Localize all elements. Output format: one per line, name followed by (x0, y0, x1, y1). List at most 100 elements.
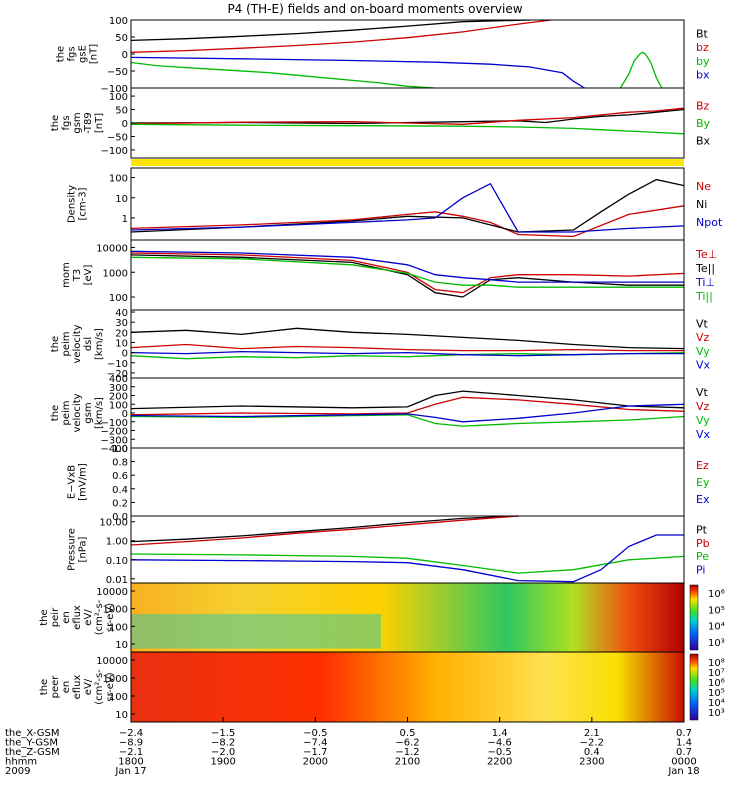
legend-entry: By (696, 117, 711, 130)
colorbar-label: 10⁶ (708, 678, 725, 689)
ylabel-line: [mV/m] (78, 463, 89, 501)
xaxis-value: −7.4 (303, 738, 327, 749)
tick-label: −400 (101, 444, 128, 455)
series-line-3 (130, 350, 684, 357)
ylabel-line: peir (50, 607, 61, 627)
ylabel-line: the (39, 609, 50, 625)
xaxis-value: −4.6 (488, 738, 512, 749)
tick-label: −50 (107, 132, 128, 143)
colorbar (689, 653, 699, 721)
tick-label: 30 (115, 318, 128, 329)
tick-label: 400 (109, 374, 128, 385)
legend-entry: Ti⊥ (695, 276, 715, 289)
panel-frame (130, 309, 685, 379)
series-line-1 (130, 515, 519, 546)
ylabel-line: the (56, 46, 67, 62)
ylabel-line: the (50, 115, 61, 131)
xaxis-row-label: the_Y-GSM (5, 738, 58, 749)
tick-label: 0.6 (112, 471, 128, 482)
x-axis-block: the_X-GSMthe_Y-GSMthe_Z-GSMhhmm2009−2.4−… (5, 717, 700, 777)
ylabel-line: eV/ (83, 678, 94, 695)
legend-entry: Vt (696, 386, 709, 399)
panel-ylabel: thepeerenefluxeV/(cm²-s-sr-eV) (39, 669, 116, 705)
legend-entry: by (696, 55, 710, 68)
colorbar-label: 10³ (708, 638, 725, 649)
xaxis-value: −2.2 (580, 738, 604, 749)
tick-label: 0.2 (112, 498, 128, 509)
series-line-1 (130, 19, 552, 53)
ylabel-line: -T89 (83, 112, 94, 134)
legend-entry: bx (696, 68, 710, 81)
legend-entry: Ne (696, 180, 711, 193)
colorbar-label: 10⁵ (708, 688, 725, 699)
legend-entry: Vx (696, 428, 711, 441)
xaxis-value: 1.4 (676, 738, 692, 749)
series-line-0 (130, 19, 530, 42)
ylabel-line: peer (50, 675, 61, 699)
tick-label: 1000 (103, 605, 128, 616)
colorbar-label: 10³ (708, 708, 725, 719)
colorbar-label: 10⁶ (708, 589, 725, 600)
tick-label: 300 (109, 383, 128, 394)
ylabel-line: T3 (72, 269, 83, 282)
series-line-0 (130, 205, 685, 238)
legend-entry: bz (696, 41, 709, 54)
xaxis-value: 0000 (671, 757, 696, 768)
legend-entry: Te⊥ (695, 248, 717, 261)
legend-entry: Pb (696, 537, 710, 550)
ylabel-line: Density (67, 185, 78, 223)
colorbar-label: 10⁷ (708, 668, 725, 679)
ylabel-line: gsm (83, 402, 94, 423)
ylabel-line: peim (61, 400, 72, 425)
xaxis-value: −1.7 (303, 747, 327, 758)
ylabel-line: [nT] (94, 113, 105, 133)
ylabel-line: velocity (72, 393, 83, 432)
tick-label: 200 (109, 392, 128, 403)
xaxis-value: −0.5 (303, 728, 327, 739)
xaxis-value: 1900 (210, 757, 235, 768)
legend-entry: Npot (696, 216, 723, 229)
legend-entry: Ni (696, 198, 707, 211)
tick-label: 100 (109, 622, 128, 633)
legend-entry: Pe (696, 550, 709, 563)
tick-label: 10000 (96, 243, 128, 254)
ylabel-line: fgs (61, 115, 72, 130)
panel-ylabel: thefgsgsE[nT] (56, 44, 100, 64)
tick-label: 1.00 (106, 537, 128, 548)
panel-ylabel: thepeimvelocitygsm[km/s] (50, 393, 105, 432)
ylabel-line: sr-eV) (105, 603, 116, 632)
panel-ylabel: momT3[eV] (61, 262, 94, 288)
xaxis-value: −2.1 (119, 747, 143, 758)
tick-label: 50 (115, 33, 128, 44)
xaxis-value: 1800 (118, 757, 143, 768)
xaxis-value: −2.4 (119, 728, 143, 739)
xaxis-value: 1.4 (492, 728, 508, 739)
ylabel-line: E−VxB (67, 465, 78, 499)
series-line-2 (130, 123, 685, 135)
tick-label: −100 (101, 146, 128, 157)
xaxis-value: 2300 (579, 757, 604, 768)
xaxis-value: −8.2 (211, 738, 235, 749)
panel-ylabel: Density[cm-3] (67, 185, 89, 223)
ylabel-line: (cm²-s- (94, 669, 105, 705)
xaxis-value: Jan 17 (114, 766, 146, 777)
panel-ylabel: thepeirenefluxeV/(cm²-s-sr-eV) (39, 599, 116, 635)
series-line-0 (130, 327, 685, 350)
tick-label: 10 (115, 640, 128, 651)
ylabel-line: mom (61, 262, 72, 288)
xaxis-value: −1.5 (211, 728, 235, 739)
series-line-3 (130, 61, 436, 89)
panel-frame (130, 87, 685, 159)
ylabel-line: eflux (72, 675, 83, 700)
panel-peim_velocity_gsm: thepeimvelocitygsm[km/s] 4003002001000−10… (50, 374, 711, 455)
legend-entry: Bt (696, 28, 709, 41)
spectrogram (131, 652, 684, 722)
ylabel-line: the (50, 405, 61, 421)
xaxis-value: −8.9 (119, 738, 143, 749)
legend-entry: Te|| (695, 262, 715, 275)
ylabel-line: (cm²-s- (94, 599, 105, 635)
series-line-1 (130, 178, 685, 233)
panel-ylabel: thepeimvelocitydsl[km/s] (50, 324, 105, 363)
